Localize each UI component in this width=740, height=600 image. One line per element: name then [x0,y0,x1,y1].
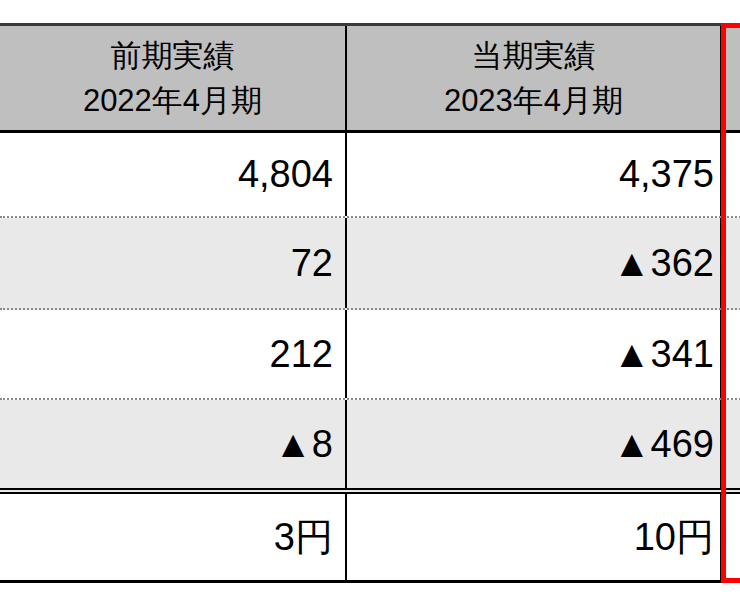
cell-value: 4,375 [347,133,722,216]
cell-cropped [722,133,740,216]
cell-value: 72 [0,218,347,308]
cell-cropped [722,494,740,580]
cell-value: 3円 [0,494,347,580]
cell-value: 212 [0,310,347,398]
table-row-ordinary-income: 212 ▲341 [0,310,740,400]
prior-period-label: 前期実績 [111,33,235,78]
cell-value: ▲8 [0,400,347,488]
header-cell-cropped-column [722,26,740,130]
table-row-operating-income: 72 ▲362 [0,218,740,310]
current-period-label: 当期実績 [472,33,596,78]
cell-value: ▲362 [347,218,722,308]
cell-value: ▲341 [347,310,722,398]
cell-value: 10円 [347,494,722,580]
financial-results-table: 前期実績 2022年4月期 当期実績 2023年4月期 4,804 4,375 … [0,23,740,583]
cell-cropped [722,218,740,308]
cell-value: ▲469 [347,400,722,488]
cell-cropped [722,310,740,398]
table-row-net-sales: 4,804 4,375 [0,133,740,218]
table-row-dividend-per-share: 3円 10円 [0,494,740,583]
cell-value: 4,804 [0,133,347,216]
table-row-net-income: ▲8 ▲469 [0,400,740,494]
current-period-fiscal-year: 2023年4月期 [444,78,623,123]
header-cell-prior-period: 前期実績 2022年4月期 [0,26,347,130]
header-cell-current-period: 当期実績 2023年4月期 [347,26,722,130]
prior-period-fiscal-year: 2022年4月期 [83,78,262,123]
cell-cropped [722,400,740,488]
table-header-row: 前期実績 2022年4月期 当期実績 2023年4月期 [0,26,740,133]
